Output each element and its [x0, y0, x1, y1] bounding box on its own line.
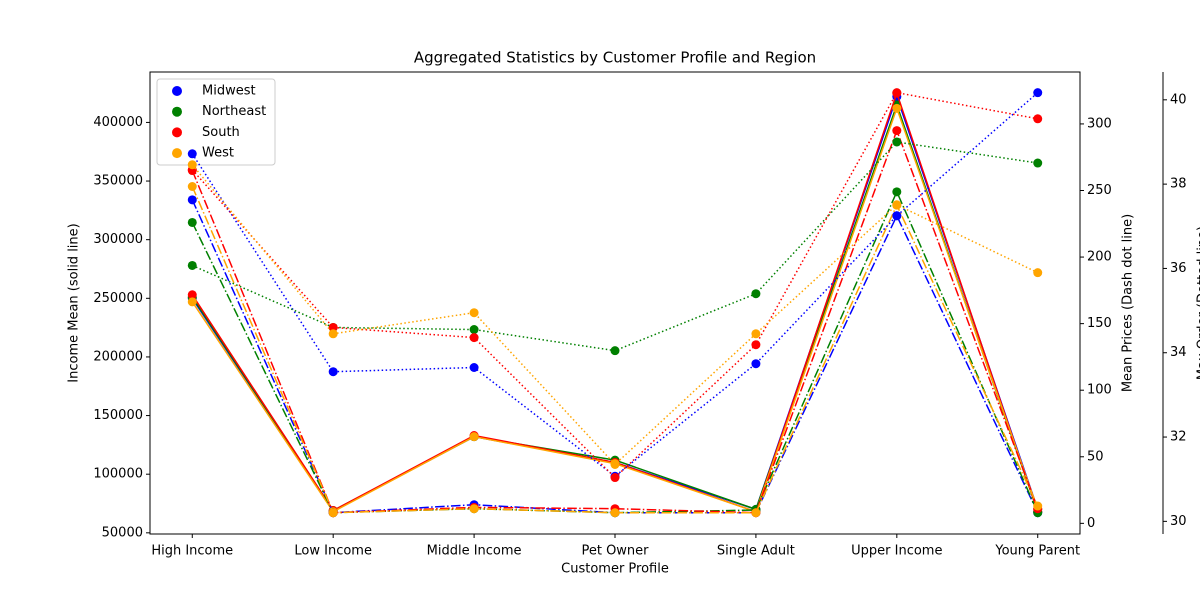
- income-line: [191, 102, 1039, 512]
- prices-marker: [469, 504, 479, 514]
- y2-tick-label: 0: [1087, 516, 1095, 531]
- x-tick-label: Single Adult: [717, 544, 795, 559]
- x-tick-label: Middle Income: [427, 544, 522, 559]
- y2-axis-label: Mean Prices (Dash dot line): [1121, 214, 1136, 392]
- y3-tick-label: 30: [1170, 514, 1187, 529]
- prices-marker: [187, 195, 197, 205]
- max_order-marker: [610, 459, 620, 469]
- max_order-marker: [751, 289, 761, 299]
- max_order-marker: [187, 149, 197, 159]
- y3-tick-label: 36: [1170, 261, 1187, 276]
- income-marker: [892, 103, 902, 113]
- prices-marker: [328, 508, 338, 518]
- y2-tick-label: 150: [1087, 316, 1112, 331]
- legend-marker: [172, 127, 182, 138]
- prices-marker: [1033, 501, 1043, 511]
- max_order-marker: [469, 362, 479, 372]
- prices-marker: [892, 126, 902, 136]
- y-tick-label: 250000: [93, 291, 143, 306]
- max_order-marker: [328, 322, 338, 332]
- y-tick-label: 50000: [102, 525, 143, 540]
- y-axis-label: Income Mean (solid line): [67, 223, 82, 382]
- x-tick-label: Upper Income: [851, 544, 942, 559]
- prices-marker: [187, 182, 197, 192]
- y3-tick-label: 38: [1170, 177, 1187, 192]
- y3-axis-label: Max Order (Dotted line): [1196, 226, 1200, 380]
- max_order-marker: [1033, 114, 1043, 124]
- prices-marker: [610, 508, 620, 518]
- legend-marker: [172, 106, 182, 117]
- y3-tick-label: 32: [1170, 430, 1187, 445]
- max_order-marker: [1033, 88, 1043, 98]
- chart-title: Aggregated Statistics by Customer Profil…: [414, 49, 816, 67]
- legend-marker: [172, 86, 182, 96]
- max_order-marker: [892, 211, 902, 221]
- y-tick-label: 400000: [93, 115, 143, 130]
- max_order-marker: [892, 137, 902, 147]
- max_order-marker: [328, 329, 338, 339]
- y2-tick-label: 250: [1087, 183, 1112, 198]
- y-tick-label: 300000: [93, 232, 143, 247]
- income-line: [191, 94, 1039, 513]
- y3-tick-label: 34: [1170, 345, 1187, 360]
- max_order-marker: [469, 333, 479, 343]
- y-tick-label: 150000: [93, 408, 143, 423]
- max_order-marker: [751, 340, 761, 350]
- x-tick-label: High Income: [151, 544, 233, 559]
- legend-box: [156, 78, 276, 166]
- legend-marker: [172, 148, 182, 159]
- income-marker: [187, 290, 197, 300]
- income-marker: [187, 297, 197, 307]
- max_order-marker: [469, 308, 479, 318]
- x-tick-label: Low Income: [294, 544, 372, 559]
- max_order-marker: [892, 88, 902, 98]
- y2-tick-label: 50: [1087, 449, 1104, 464]
- max_order-marker: [751, 329, 761, 339]
- prices-marker: [187, 217, 197, 227]
- y-tick-label: 200000: [93, 349, 143, 364]
- y2-tick-label: 100: [1087, 383, 1112, 398]
- prices-marker: [892, 187, 902, 197]
- max_order-marker: [187, 160, 197, 170]
- max_order-marker: [751, 359, 761, 369]
- max_order-marker: [892, 200, 902, 210]
- y2-tick-label: 200: [1087, 250, 1112, 265]
- y-tick-label: 100000: [93, 467, 143, 482]
- x-axis-label: Customer Profile: [561, 562, 669, 577]
- max_order-marker: [610, 473, 620, 483]
- x-tick-label: Pet Owner: [581, 544, 649, 559]
- x-tick-label: Young Parent: [994, 544, 1080, 559]
- max_order-marker: [187, 260, 197, 270]
- legend-label: Northeast: [202, 104, 266, 119]
- income-marker: [469, 432, 479, 442]
- legend-label: South: [202, 125, 240, 140]
- max_order-marker: [469, 325, 479, 335]
- max_order-line: [191, 164, 1039, 466]
- max_order-marker: [610, 346, 620, 356]
- legend-label: Midwest: [202, 84, 256, 99]
- max_order-line: [191, 141, 1038, 352]
- y-tick-label: 350000: [93, 174, 143, 189]
- prices-marker: [751, 508, 761, 518]
- max_order-marker: [328, 367, 338, 377]
- legend-label: West: [202, 146, 234, 161]
- max_order-marker: [1033, 158, 1043, 168]
- y3-tick-label: 40: [1170, 92, 1187, 107]
- y2-tick-label: 300: [1087, 116, 1112, 131]
- income-line: [191, 90, 1039, 513]
- prices-line: [191, 128, 1039, 514]
- max_order-marker: [1033, 268, 1043, 278]
